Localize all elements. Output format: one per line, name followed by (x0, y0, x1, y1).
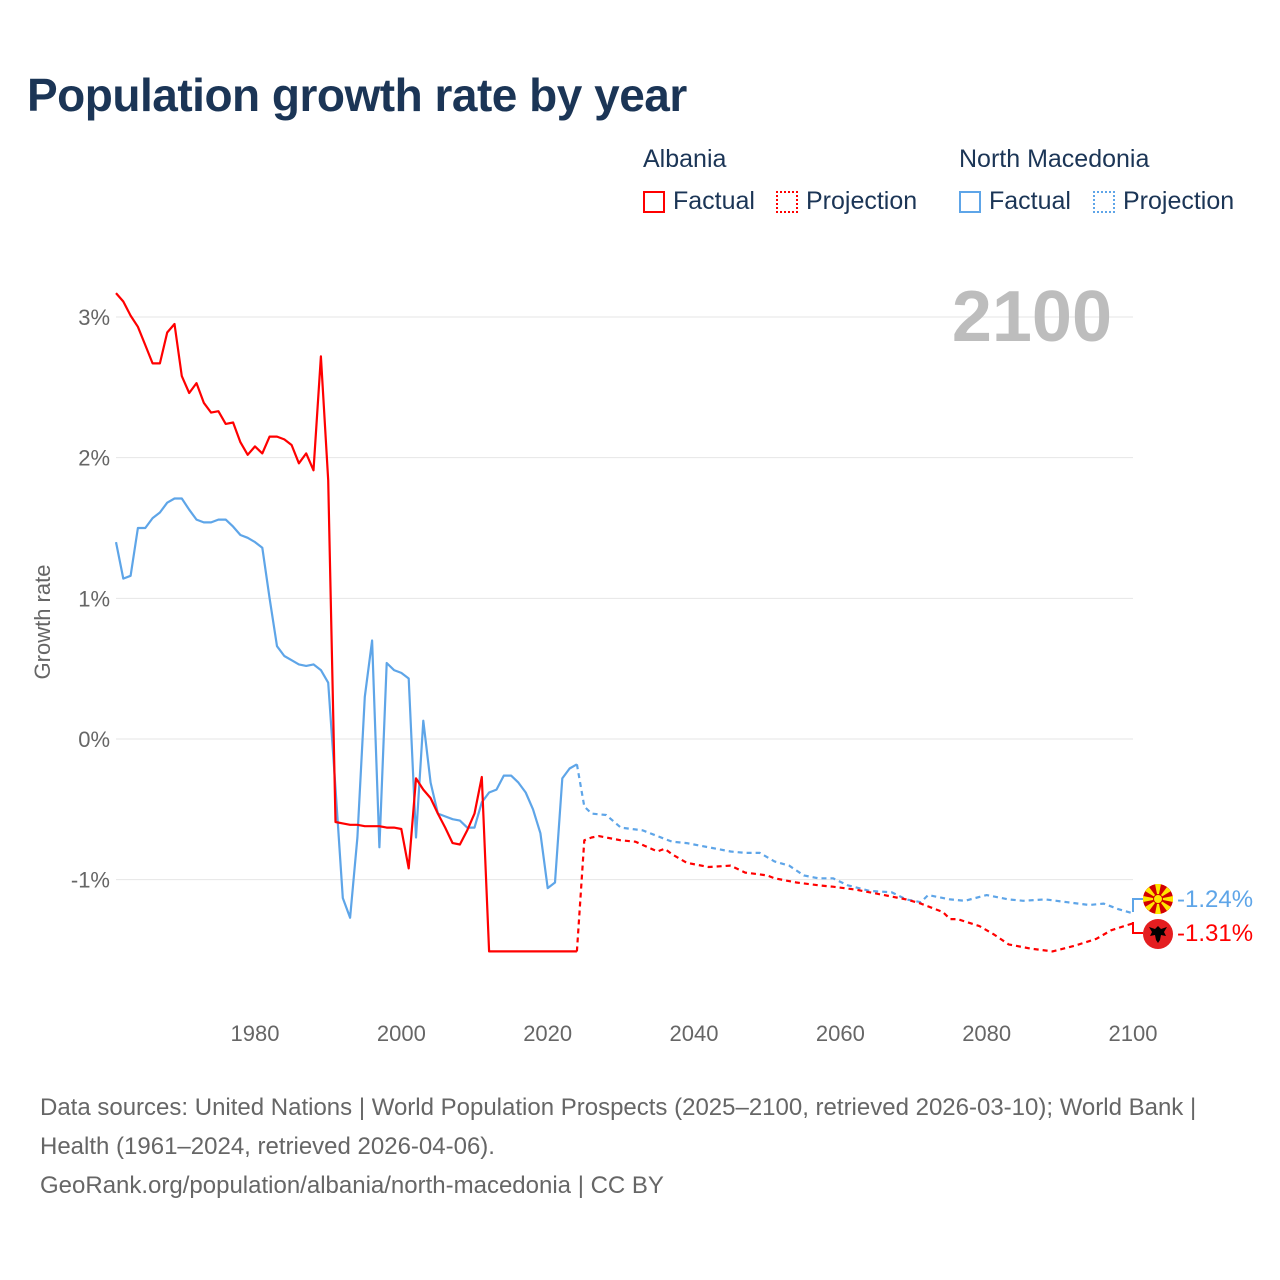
series-line-albania-projection (575, 834, 1134, 953)
legend-albania-name: Albania (643, 145, 727, 173)
legend-north-macedonia-factual[interactable]: Factual (959, 187, 1071, 216)
x-tick-label: 2080 (962, 1021, 1011, 1046)
data-sources: Data sources: United Nations | World Pop… (40, 1094, 1197, 1160)
y-tick-label: -1% (71, 868, 110, 893)
year-label: 2100 (952, 277, 1112, 357)
chart-title: Population growth rate by year (27, 69, 687, 121)
x-tick-label: 2020 (523, 1021, 572, 1046)
y-tick-label: 1% (78, 586, 110, 611)
x-tick-label: 2060 (816, 1021, 865, 1046)
albania-flag-icon (1143, 919, 1173, 949)
end-label-north-macedonia: -1.24% (1177, 886, 1253, 913)
legend-label: Factual (673, 187, 755, 215)
footer: Data sources: United Nations | World Pop… (40, 1088, 1240, 1205)
legend-swatch-solid (643, 190, 665, 213)
legend-swatch-dotted (1093, 190, 1115, 213)
y-tick-label: 0% (78, 727, 110, 752)
legend-albania-projection[interactable]: Projection (776, 187, 917, 216)
end-connector-north-macedonia (1132, 898, 1143, 912)
x-tick-label: 2000 (377, 1021, 426, 1046)
y-axis-label: Growth rate (30, 565, 55, 680)
series-line-albania-factual (115, 292, 577, 953)
legend-north-macedonia-name: North Macedonia (959, 145, 1150, 173)
end-connector-albania (1132, 922, 1143, 934)
y-tick-label: 3% (78, 305, 110, 330)
end-label-albania: -1.31% (1177, 920, 1253, 947)
x-tick-label: 2040 (670, 1021, 719, 1046)
legend-swatch-dotted (776, 190, 798, 213)
series-line-north-macedonia-factual (114, 497, 578, 919)
north-macedonia-flag-icon (1143, 884, 1173, 914)
series-line-north-macedonia-projection (575, 764, 1134, 915)
legend-north-macedonia-projection[interactable]: Projection (1093, 187, 1234, 216)
legend-albania-factual[interactable]: Factual (643, 187, 755, 216)
legend-label: Projection (806, 187, 918, 215)
y-tick-label: 2% (78, 446, 110, 471)
legend-swatch-solid (959, 190, 981, 213)
legend-label: Projection (1123, 187, 1235, 215)
source-link[interactable]: GeoRank.org/population/albania/north-mac… (40, 1172, 664, 1199)
x-tick-label: 2100 (1109, 1021, 1158, 1046)
legend-label: Factual (989, 187, 1071, 215)
x-tick-label: 1980 (231, 1021, 280, 1046)
